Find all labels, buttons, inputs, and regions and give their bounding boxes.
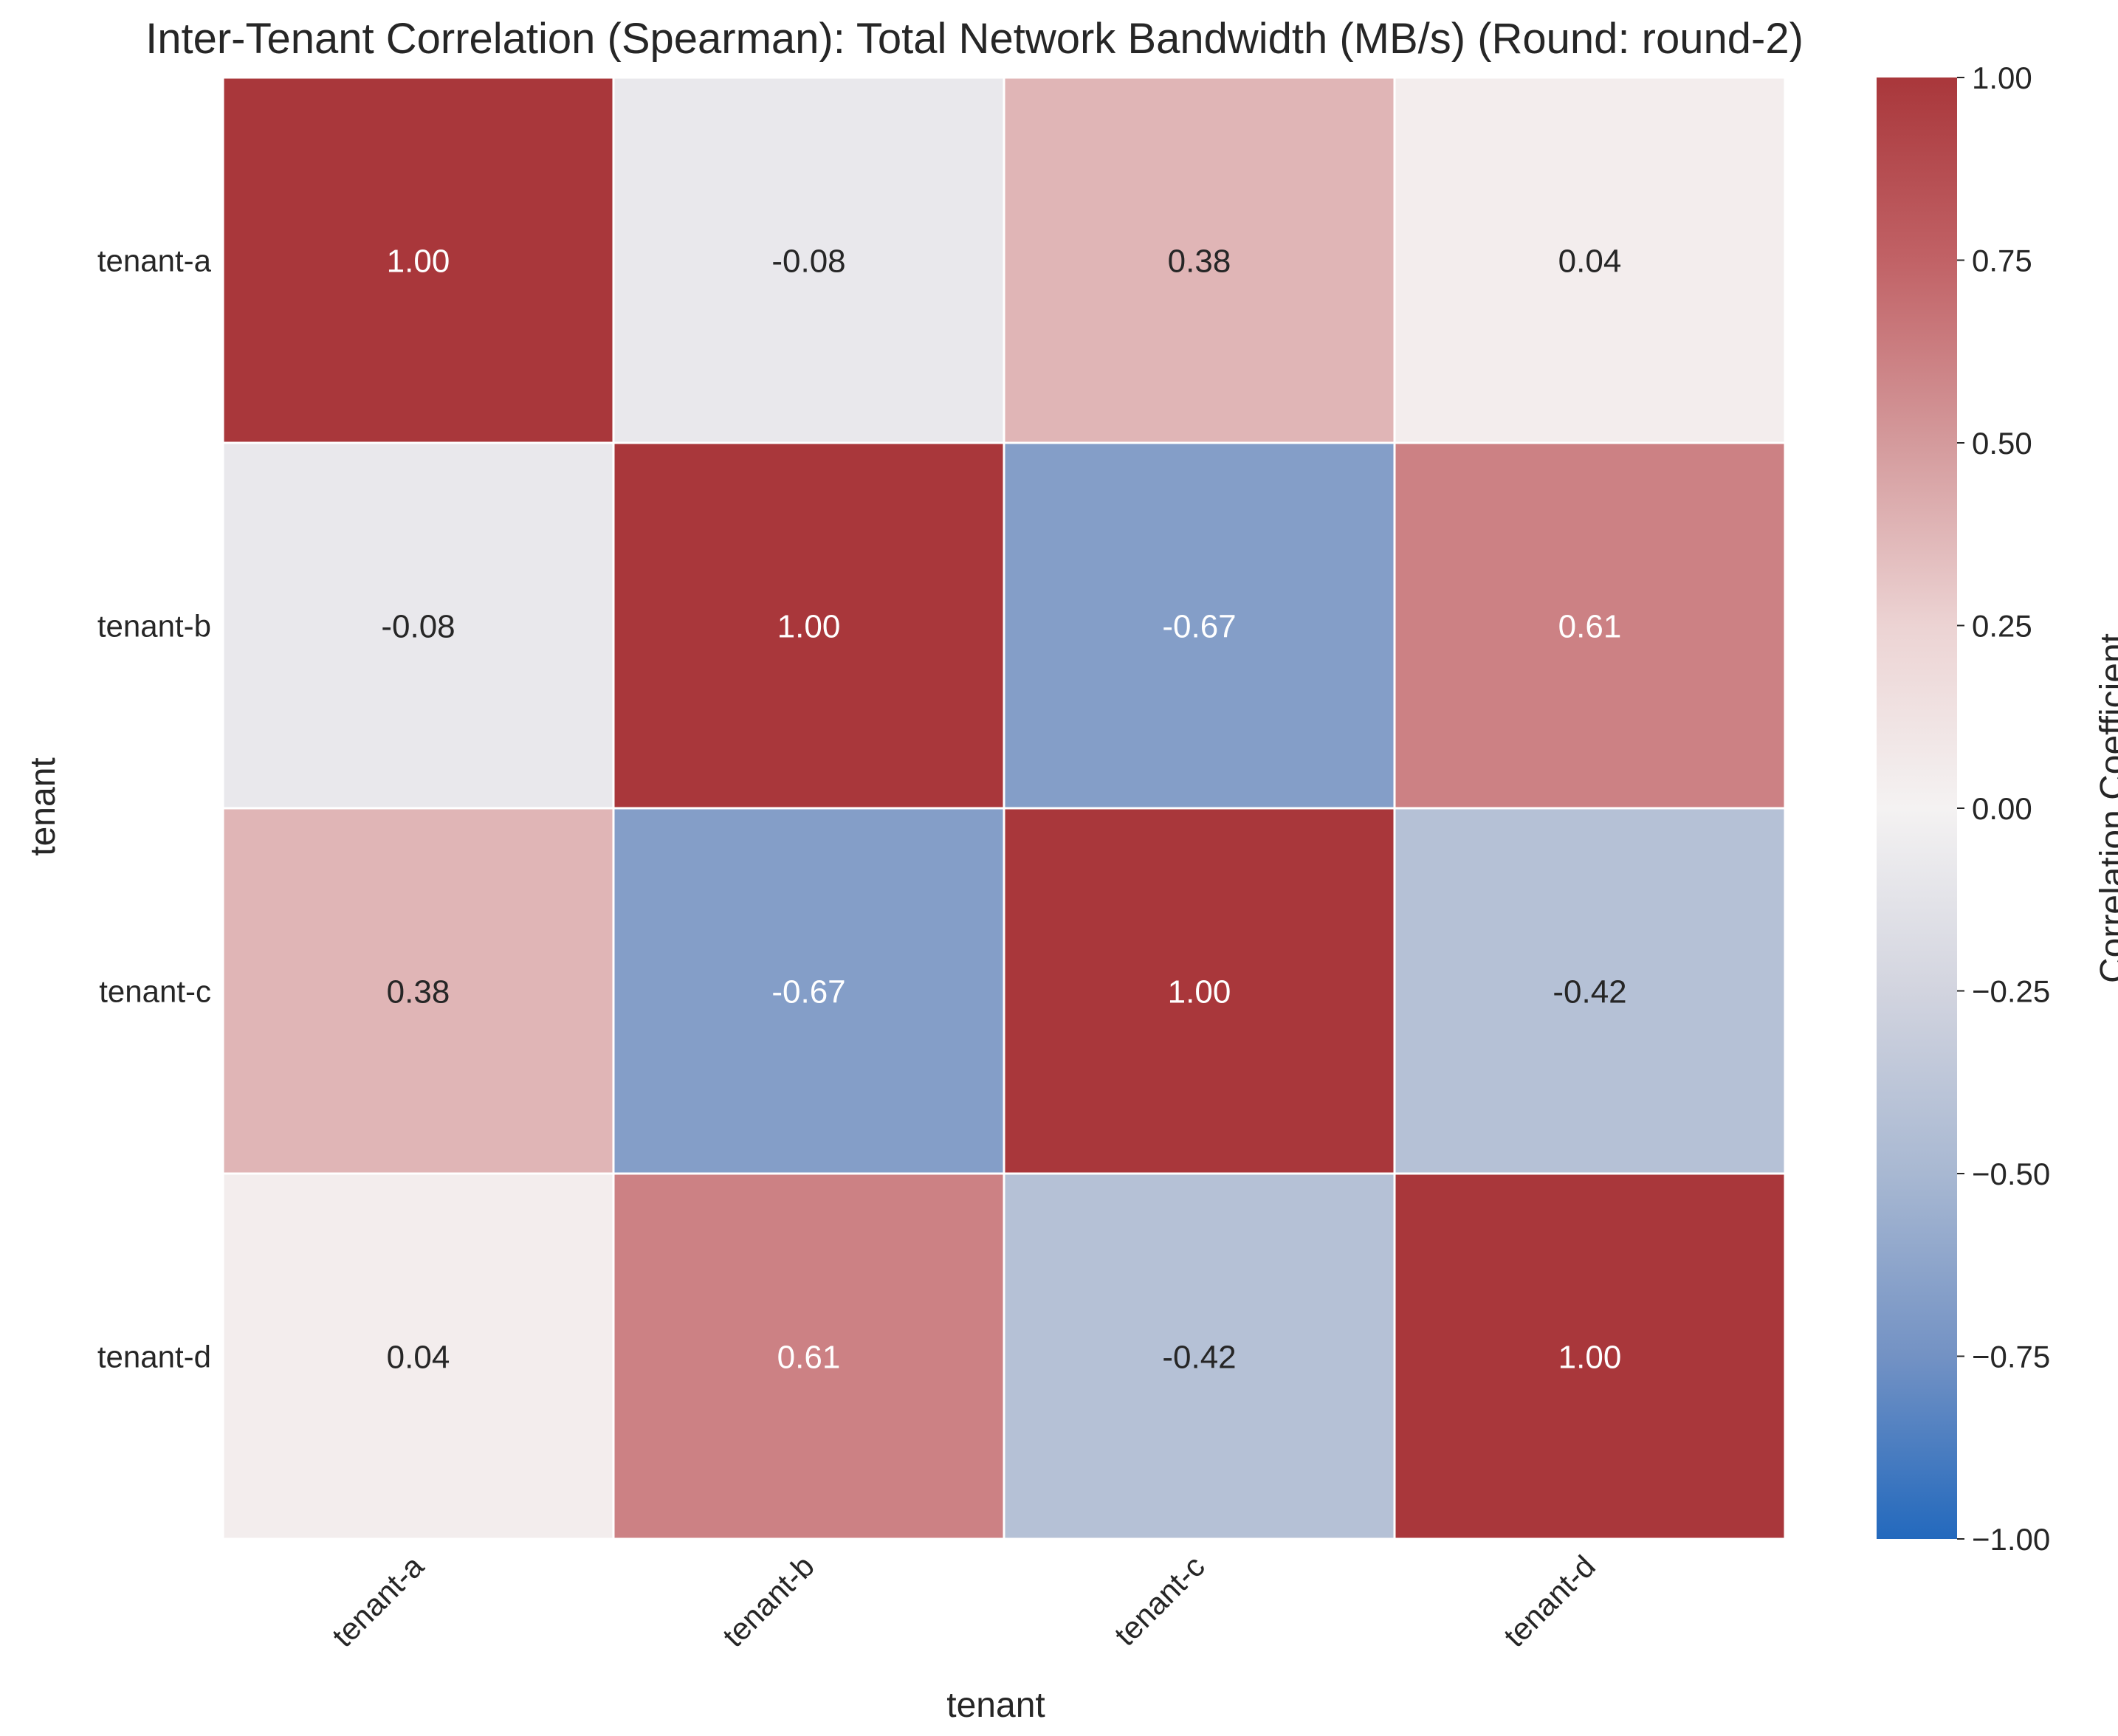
heatmap-cell-r0-c0	[221, 76, 615, 444]
cell-value-label: 1.00	[387, 244, 450, 280]
cell-value-label: 0.61	[777, 1340, 841, 1376]
heatmap-cell-r3-c2	[1003, 1172, 1396, 1540]
y-tick-label: tenant-b	[97, 609, 211, 644]
cell-value-label: -0.08	[381, 609, 455, 645]
cell-value-label: 0.38	[1168, 244, 1231, 280]
colorbar-tick-label: −0.25	[1972, 974, 2050, 1009]
colorbar-tick-label: 0.25	[1972, 609, 2032, 644]
y-tick-label: tenant-a	[97, 244, 212, 278]
cell-value-label: 0.04	[387, 1340, 450, 1376]
chart-title: Inter-Tenant Correlation (Spearman): Tot…	[145, 15, 1804, 63]
heatmap-cell-r1-c1	[612, 441, 1005, 810]
heatmap-cell-r0-c2	[1003, 76, 1396, 444]
heatmap-cell-r3-c3	[1393, 1172, 1787, 1540]
heatmap-cell-r2-c3	[1393, 807, 1787, 1175]
heatmap-cell-r3-c0	[221, 1172, 615, 1540]
cell-value-label: 0.61	[1558, 609, 1622, 645]
cell-value-label: 1.00	[777, 609, 841, 645]
colorbar-tick-labels: 1.00 0.75 0.50 0.25 0.00 −0.25 −0.50 −0.75 −1.00	[1957, 61, 2050, 1557]
x-tick-label: tenant-d	[1497, 1549, 1602, 1653]
x-tick-label: tenant-a	[326, 1549, 431, 1654]
x-axis-label: tenant	[946, 1686, 1045, 1725]
heatmap-cell-r1-c2	[1003, 441, 1396, 810]
cell-value-label: -0.08	[771, 244, 845, 280]
colorbar-tick-label: 1.00	[1972, 61, 2032, 95]
x-tick-label: tenant-c	[1107, 1549, 1211, 1653]
y-axis-label: tenant	[24, 757, 63, 855]
y-axis-tick-labels: tenant-a tenant-b tenant-c tenant-d	[97, 244, 212, 1374]
cell-value-label: 0.38	[387, 974, 450, 1010]
colorbar-tick-label: 0.75	[1972, 244, 2032, 278]
x-tick-label: tenant-b	[716, 1549, 821, 1653]
colorbar-label: Correlation Coefficient	[2094, 633, 2118, 983]
colorbar-tick-label: 0.50	[1972, 426, 2032, 461]
cell-value-label: -0.67	[1162, 609, 1236, 645]
cell-value-label: -0.42	[1553, 974, 1626, 1010]
colorbar-tick-label: −1.00	[1972, 1522, 2050, 1557]
cell-value-label: 1.00	[1558, 1340, 1622, 1376]
heatmap-cell-r1-c3	[1393, 441, 1787, 810]
x-axis-tick-labels: tenant-a tenant-b tenant-c tenant-d	[326, 1549, 1602, 1654]
colorbar-tick-label: 0.00	[1972, 791, 2032, 826]
cell-value-label: -0.67	[771, 974, 845, 1010]
colorbar	[1877, 78, 1957, 1539]
heatmap-cells	[221, 76, 1787, 1540]
heatmap-cell-labels: 1.00 -0.08 0.38 0.04 -0.08 1.00 -0.67 0.61 0.38 -…	[381, 244, 1626, 1376]
colorbar-tick-label: −0.50	[1972, 1157, 2050, 1191]
cell-value-label: -0.42	[1162, 1340, 1236, 1376]
heatmap-cell-r0-c1	[612, 76, 1005, 444]
y-tick-label: tenant-c	[99, 974, 211, 1009]
y-tick-label: tenant-d	[97, 1340, 211, 1374]
cell-value-label: 0.04	[1558, 244, 1622, 280]
cell-value-label: 1.00	[1168, 974, 1231, 1010]
colorbar-tick-label: −0.75	[1972, 1340, 2050, 1374]
heatmap-cell-r2-c1	[612, 807, 1005, 1175]
heatmap-cell-r1-c0	[221, 441, 615, 810]
heatmap-cell-r0-c3	[1393, 76, 1787, 444]
heatmap-cell-r3-c1	[612, 1172, 1005, 1540]
